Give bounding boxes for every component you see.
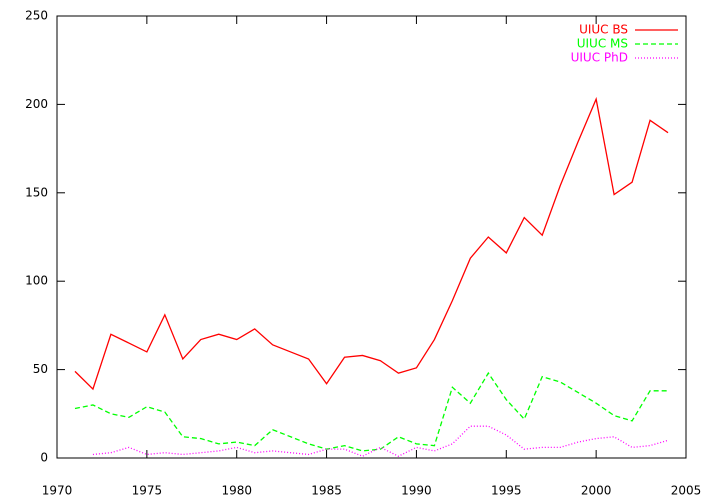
x-tick-label: 1990 [401, 484, 432, 498]
x-tick-label: 1995 [491, 484, 522, 498]
x-tick-label: 2000 [581, 484, 612, 498]
y-tick-label: 50 [33, 362, 48, 376]
y-tick-label: 250 [25, 9, 48, 23]
series-line [92, 425, 669, 457]
legend-label: UIUC BS [579, 23, 628, 37]
y-tick-label: 200 [25, 97, 48, 111]
y-tick-label: 100 [25, 274, 48, 288]
x-tick-label: 1975 [132, 484, 163, 498]
x-tick-label: 1985 [311, 484, 342, 498]
plot-frame [56, 15, 687, 459]
y-tick-label: 150 [25, 185, 48, 199]
y-tick-label: 0 [40, 451, 48, 465]
legend-label: UIUC MS [577, 37, 628, 51]
legend-label: UIUC PhD [571, 51, 628, 65]
x-tick-label: 1980 [221, 484, 252, 498]
x-tick-label: 1970 [42, 484, 73, 498]
series-line [74, 371, 669, 452]
x-tick-label: 2005 [671, 484, 702, 498]
series-line [74, 96, 669, 391]
